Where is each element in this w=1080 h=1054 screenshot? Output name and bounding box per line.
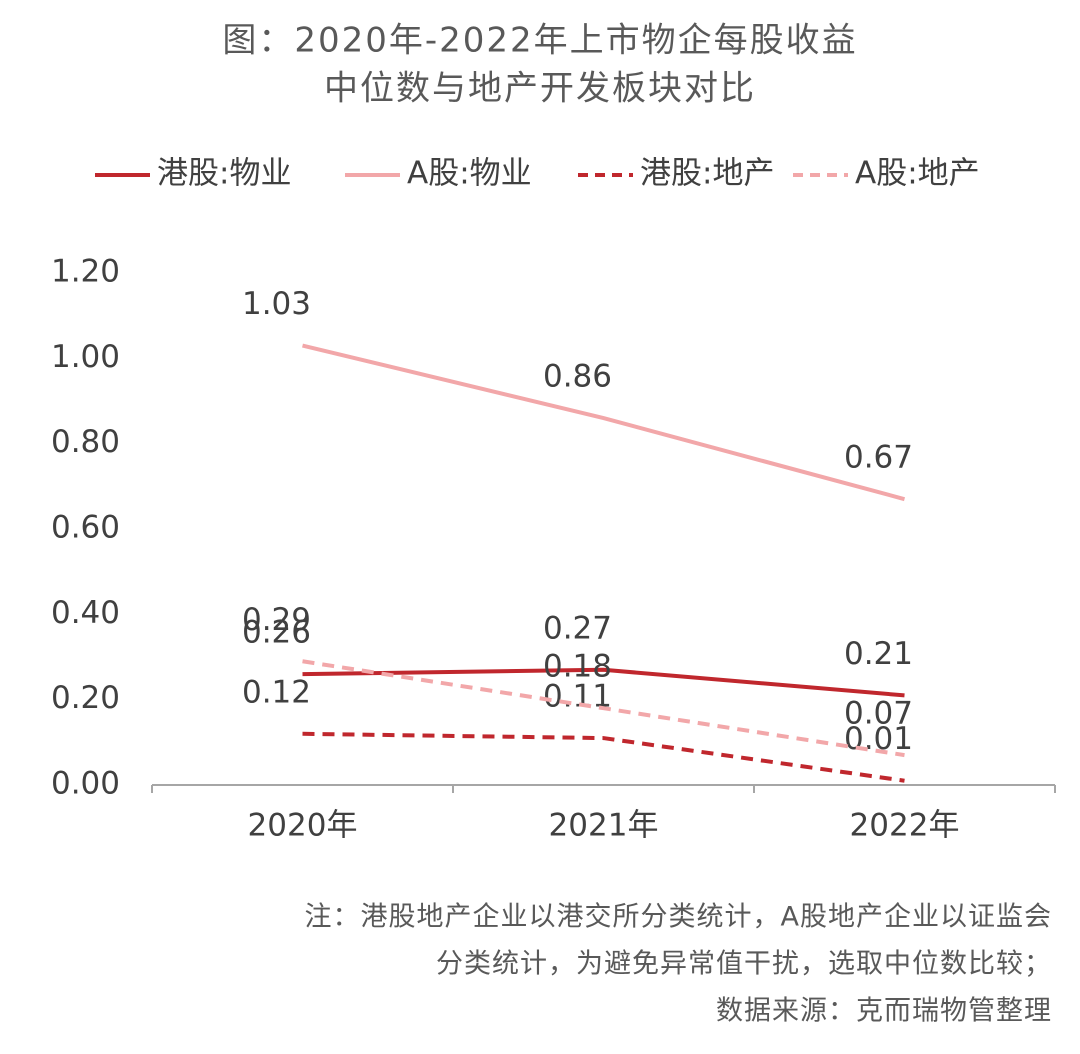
series-line [302, 667, 905, 698]
legend-label: A股:地产 [855, 156, 980, 192]
note: 注：港股地产企业以港交所分类统计，A股地产企业以证监会 [305, 902, 1052, 933]
series-line [302, 343, 906, 502]
note: 数据来源：克而瑞物管整理 [716, 996, 1052, 1027]
legend-label: 港股:地产 [640, 156, 774, 192]
series-line [302, 731, 905, 783]
x-tick-label: 2022年 [850, 808, 960, 844]
y-tick-label: 0.00 [51, 766, 120, 802]
x-tick-label: 2020年 [248, 808, 358, 844]
y-tick-label: 0.20 [51, 680, 120, 716]
y-tick-label: 0.40 [51, 595, 120, 631]
y-tick-label: 0.80 [51, 424, 120, 460]
data-label: 0.67 [844, 440, 913, 476]
series-line [302, 659, 905, 758]
chart-subtitle: 中位数与地产开发板块对比 [324, 69, 756, 109]
x-tick-label: 2021年 [549, 808, 659, 844]
data-label: 0.21 [844, 636, 913, 672]
legend-label: A股:物业 [407, 156, 532, 192]
data-label: 0.12 [242, 674, 311, 710]
data-label: 0.29 [242, 602, 311, 638]
legend-label: 港股:物业 [157, 156, 291, 192]
data-label: 0.86 [543, 359, 612, 395]
y-tick-label: 1.20 [51, 254, 120, 290]
data-label: 0.18 [543, 649, 612, 685]
y-tick-label: 0.60 [51, 510, 120, 546]
data-label: 0.27 [543, 610, 612, 646]
data-label: 0.07 [844, 696, 913, 732]
note: 分类统计，为避免异常值干扰，选取中位数比较； [436, 949, 1052, 980]
y-tick-label: 1.00 [51, 339, 120, 375]
data-label: 0.26 [242, 615, 311, 651]
data-label: 1.03 [242, 286, 311, 322]
chart-title: 图：2020年-2022年上市物企每股收益 [222, 21, 857, 61]
